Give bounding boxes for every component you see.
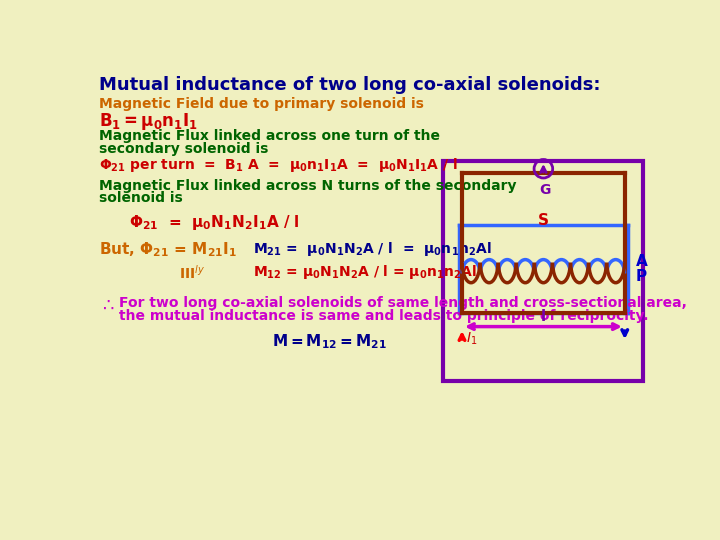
Text: Magnetic Flux linked across one turn of the: Magnetic Flux linked across one turn of …	[99, 130, 441, 144]
Text: $\mathbf{M_{21}}$ =  $\mathbf{\mu_0 N_1 N_2}$A / l  =  $\mathbf{\mu_0 n_1 n_2}$A: $\mathbf{M_{21}}$ = $\mathbf{\mu_0 N_1 N…	[253, 240, 491, 258]
Text: $\therefore$: $\therefore$	[99, 296, 115, 314]
Text: A: A	[636, 254, 647, 268]
Text: the mutual inductance is same and leads to principle of reciprocity.: the mutual inductance is same and leads …	[120, 309, 649, 323]
Bar	[443, 161, 642, 381]
Text: secondary solenoid is: secondary solenoid is	[99, 142, 269, 156]
Text: III$^{ly}$: III$^{ly}$	[179, 264, 205, 281]
Text: l: l	[541, 309, 546, 325]
Text: $\mathbf{M = M_{12} = M_{21}}$: $\mathbf{M = M_{12} = M_{21}}$	[272, 333, 387, 352]
Text: $\mathbf{M_{12}}$ = $\mathbf{\mu_0 N_1 N_2}$A / l = $\mathbf{\mu_0 n_1 n_2}$Al: $\mathbf{M_{12}}$ = $\mathbf{\mu_0 N_1 N…	[253, 264, 477, 281]
Text: $\mathbf{\Phi_{21}}$  =  $\mathbf{\mu_0 N_1 N_2 I_1}$A / l: $\mathbf{\Phi_{21}}$ = $\mathbf{\mu_0 N_…	[129, 213, 300, 232]
Text: For two long co-axial solenoids of same length and cross-sectional area,: For two long co-axial solenoids of same …	[120, 296, 688, 310]
Text: Mutual inductance of two long co-axial solenoids:: Mutual inductance of two long co-axial s…	[99, 76, 600, 93]
Text: $\mathbf{\Phi_{21}}$ per turn  =  $\mathbf{B_1}$ A  =  $\mathbf{\mu_0 n_1 I_1}$A: $\mathbf{\Phi_{21}}$ per turn = $\mathbf…	[99, 156, 458, 174]
Text: Magnetic Field due to primary solenoid is: Magnetic Field due to primary solenoid i…	[99, 97, 424, 111]
Text: Magnetic Flux linked across N turns of the secondary: Magnetic Flux linked across N turns of t…	[99, 179, 517, 193]
Text: P: P	[636, 269, 647, 284]
Text: $\mathbf{B_1 = \mu_0 n_1 I_1}$: $\mathbf{B_1 = \mu_0 n_1 I_1}$	[99, 111, 199, 132]
Text: solenoid is: solenoid is	[99, 191, 183, 205]
Text: $I_1$: $I_1$	[466, 330, 477, 347]
Text: S: S	[538, 213, 549, 228]
Text: G: G	[539, 183, 551, 197]
Text: But, $\mathbf{\Phi_{21}}$ = $\mathbf{M_{21} I_1}$: But, $\mathbf{\Phi_{21}}$ = $\mathbf{M_{…	[99, 240, 237, 259]
